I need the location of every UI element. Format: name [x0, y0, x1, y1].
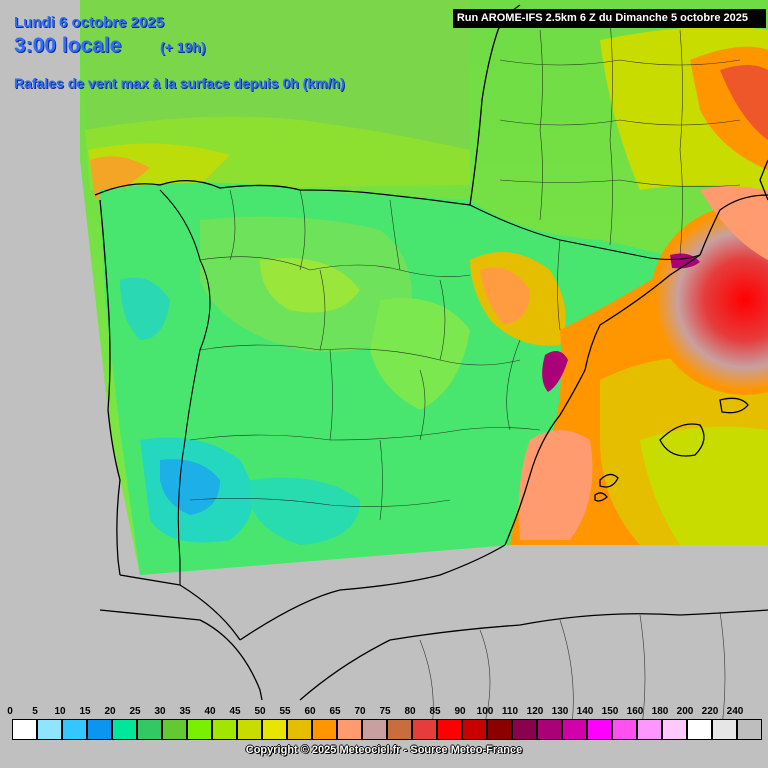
legend-color-box: [562, 719, 587, 740]
legend-color-box: [437, 719, 462, 740]
legend-color-box: [687, 719, 712, 740]
parameter-title: Rafales de vent max à la surface depuis …: [14, 75, 345, 91]
legend-label: 110: [501, 706, 519, 717]
legend-color-box: [512, 719, 537, 740]
legend-color-box: [712, 719, 737, 740]
legend-label: 140: [576, 706, 594, 717]
forecast-date: Lundi 6 octobre 2025: [14, 14, 165, 31]
legend-label: 130: [551, 706, 569, 717]
legend-label: 220: [701, 706, 719, 717]
legend-color-box: [337, 719, 362, 740]
legend-label: 50: [254, 706, 266, 717]
legend-color-box: [312, 719, 337, 740]
legend-label: 5: [32, 706, 38, 717]
legend-label: 35: [179, 706, 191, 717]
regional-borders: [189, 19, 741, 741]
legend-color-box: [637, 719, 662, 740]
legend-color-box: [537, 719, 562, 740]
forecast-time: 3:00 locale: [14, 34, 122, 57]
legend-color-box: [362, 719, 387, 740]
legend-color-box: [112, 719, 137, 740]
legend-label: 45: [229, 706, 241, 717]
forecast-lead-time: (+ 19h): [160, 39, 206, 55]
legend-label: 65: [329, 706, 341, 717]
legend-color-box: [137, 719, 162, 740]
legend-color-box: [37, 719, 62, 740]
legend-color-box: [412, 719, 437, 740]
legend-color-box: [162, 719, 187, 740]
legend-label: 180: [651, 706, 669, 717]
legend-color-box: [12, 719, 37, 740]
legend-label: 40: [204, 706, 216, 717]
copyright-text: Copyright © 2025 Meteociel.fr - Source M…: [245, 744, 523, 756]
legend-label: 55: [279, 706, 291, 717]
legend-label: 15: [79, 706, 91, 717]
legend-label: 75: [379, 706, 391, 717]
legend-label: 20: [104, 706, 116, 717]
legend-label: 85: [429, 706, 441, 717]
legend-label: 120: [526, 706, 544, 717]
legend-label: 160: [626, 706, 644, 717]
legend-label: 0: [7, 706, 13, 717]
legend-label: 80: [404, 706, 416, 717]
legend-color-box: [237, 719, 262, 740]
legend-color-box: [587, 719, 612, 740]
legend-color-box: [662, 719, 687, 740]
legend-color-box: [62, 719, 87, 740]
legend-label: 70: [354, 706, 366, 717]
legend-color-box: [612, 719, 637, 740]
legend-color-box: [737, 719, 762, 740]
legend-color-box: [87, 719, 112, 740]
legend-label: 10: [54, 706, 66, 717]
legend-label: 200: [676, 706, 694, 717]
legend-label: 30: [154, 706, 166, 717]
model-run-label: Run AROME-IFS 2.5km 6 Z du Dimanche 5 oc…: [452, 9, 766, 28]
legend-color-box: [187, 719, 212, 740]
legend-label: 60: [304, 706, 316, 717]
legend-color-box: [387, 719, 412, 740]
legend-label: 100: [476, 706, 494, 717]
legend-color-box: [487, 719, 512, 740]
legend-color-box: [262, 719, 287, 740]
legend-label: 240: [726, 706, 744, 717]
legend-color-box: [212, 719, 237, 740]
legend-label: 25: [129, 706, 141, 717]
borders-layer: [94, 4, 768, 701]
legend-color-box: [462, 719, 487, 740]
legend-label: 90: [454, 706, 466, 717]
model-domain: [80, 0, 768, 575]
legend-color-box: [287, 719, 312, 740]
legend-label: 150: [601, 706, 619, 717]
